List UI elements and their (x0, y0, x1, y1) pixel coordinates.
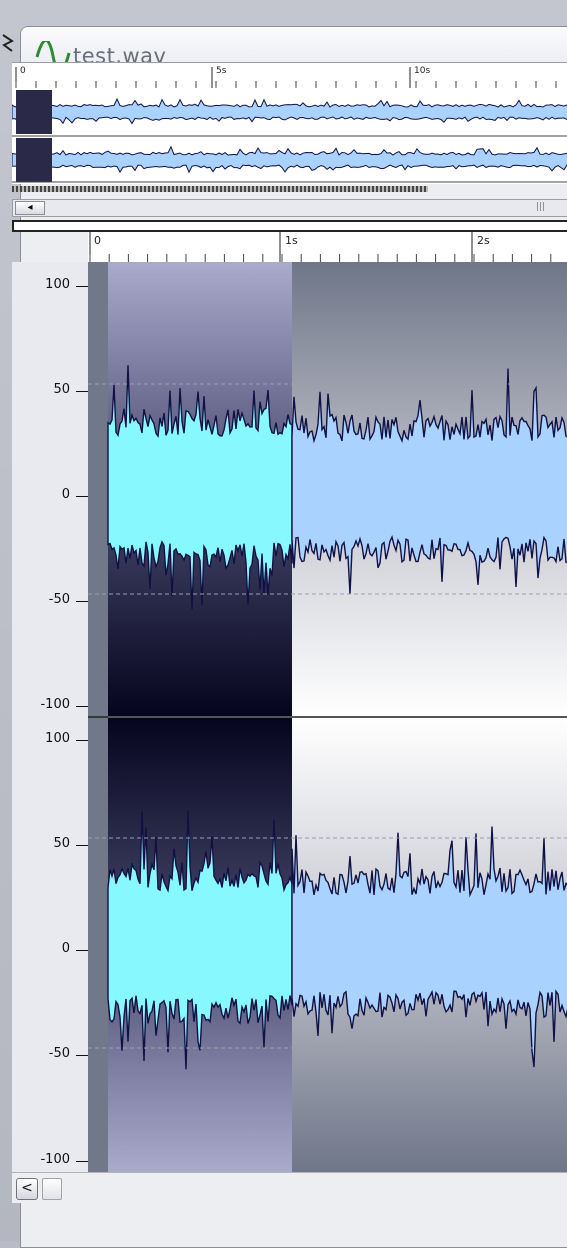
overview-scroll-grip[interactable]: ||| (535, 202, 545, 212)
y-tick-label: 100 (45, 277, 70, 292)
waveform-selected-channel-2 (107, 810, 293, 1070)
amplitude-axis: 100 50 0 -50 -100 100 50 0 -50 -100 (12, 262, 88, 1172)
scroll-thumb[interactable] (42, 1178, 62, 1200)
main-time-ruler[interactable]: 0 1s 2s (88, 232, 567, 263)
overview-waveform-canvas (11, 88, 567, 184)
main-waveform-view[interactable] (88, 262, 567, 1172)
overview-ruler-label: 10s (414, 66, 431, 76)
overview-waveform[interactable] (11, 88, 567, 184)
y-tick (76, 706, 88, 707)
y-tick (76, 1055, 88, 1056)
main-waveform-canvas (88, 262, 567, 1172)
overview-ruler-ticks (15, 67, 557, 89)
y-tick-label: 50 (53, 836, 70, 851)
overview-scrollbar[interactable]: ◂ ||| (12, 199, 567, 217)
main-ruler-label: 2s (477, 234, 490, 247)
overview-ruler-label: 0 (20, 66, 26, 76)
y-tick (76, 601, 88, 602)
scroll-left-button[interactable]: < (16, 1178, 38, 1200)
resize-cursor-icon (2, 34, 14, 52)
y-tick (76, 845, 88, 846)
main-ruler-label: 0 (94, 234, 101, 247)
horizontal-scrollbar[interactable]: < (12, 1172, 567, 1203)
overview-loaded-region (12, 186, 428, 192)
y-tick-label: 0 (61, 487, 70, 502)
y-tick-label: -100 (40, 1152, 70, 1167)
y-tick-label: -50 (48, 592, 70, 607)
y-tick (76, 496, 88, 497)
main-ruler-ticks (89, 232, 552, 262)
overview-scroll-thumb[interactable]: ◂ (15, 201, 45, 215)
overview-position-bar[interactable] (12, 220, 567, 232)
overview-waveform-channel-1 (11, 97, 567, 125)
overview-ruler-label: 5s (216, 66, 227, 76)
y-tick (76, 1161, 88, 1162)
waveform-channel-2 (291, 826, 567, 1068)
y-tick (76, 391, 88, 392)
waveform-selected-channel-1 (107, 365, 293, 610)
overview-selection-left (16, 90, 52, 134)
y-tick (76, 950, 88, 951)
main-ruler-label: 1s (285, 234, 298, 247)
waveform-channel-1 (291, 368, 567, 595)
overview-waveform-channel-2 (11, 145, 567, 174)
overview-selection-right (16, 138, 52, 182)
y-tick (76, 740, 88, 741)
y-tick-label: 0 (61, 941, 70, 956)
overview-time-ruler[interactable]: 0 5s 10s (12, 62, 567, 90)
y-tick (76, 286, 88, 287)
y-tick-label: 50 (53, 382, 70, 397)
y-tick-label: -100 (40, 697, 70, 712)
y-tick-label: -50 (48, 1046, 70, 1061)
y-tick-label: 100 (45, 731, 70, 746)
